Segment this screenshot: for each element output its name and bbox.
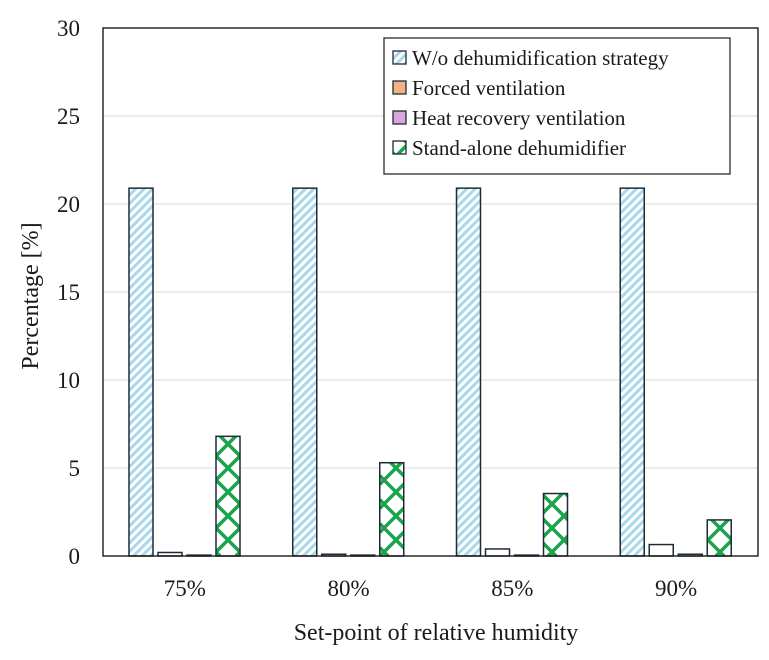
legend-swatch xyxy=(392,110,407,125)
x-axis-title: Set-point of relative humidity xyxy=(294,620,579,646)
legend-swatch xyxy=(392,50,407,65)
legend-box xyxy=(383,37,731,175)
y-tick-label: 10 xyxy=(57,368,80,393)
y-tick-label: 20 xyxy=(57,192,80,217)
bar xyxy=(484,548,511,557)
x-tick-label: 90% xyxy=(655,576,697,601)
legend-swatch xyxy=(392,80,407,95)
y-axis-title: Percentage [%] xyxy=(18,222,44,369)
bars xyxy=(128,187,732,557)
x-tick-label: 75% xyxy=(164,576,206,601)
legend-label: Stand-alone dehumidifier xyxy=(412,136,626,160)
x-tick-label: 80% xyxy=(328,576,370,601)
axes xyxy=(102,27,759,557)
y-tick-label: 15 xyxy=(57,280,80,305)
bar xyxy=(619,187,645,557)
plot-frame xyxy=(102,27,759,557)
bar xyxy=(379,461,405,557)
legend: W/o dehumidification strategy Forced vent… xyxy=(383,37,731,175)
bar xyxy=(455,187,482,557)
bar xyxy=(542,492,569,557)
bar xyxy=(215,435,241,557)
y-tick-label: 5 xyxy=(69,456,81,481)
y-tick-label: 30 xyxy=(57,16,80,41)
x-tick-label: 85% xyxy=(491,576,533,601)
legend-label: W/o dehumidification strategy xyxy=(412,46,669,70)
bar xyxy=(648,543,674,557)
bar xyxy=(128,187,154,557)
y-tick-label: 0 xyxy=(69,544,81,569)
legend-label: Forced ventilation xyxy=(412,76,566,100)
y-tick-label: 25 xyxy=(57,104,80,129)
tick-labels: 0 5 10 15 20 25 30 75% 80% 85% 90% xyxy=(57,16,697,601)
bar xyxy=(292,187,318,557)
legend-label: Heat recovery ventilation xyxy=(412,106,626,130)
legend-swatch xyxy=(392,140,407,155)
bar xyxy=(706,519,732,557)
